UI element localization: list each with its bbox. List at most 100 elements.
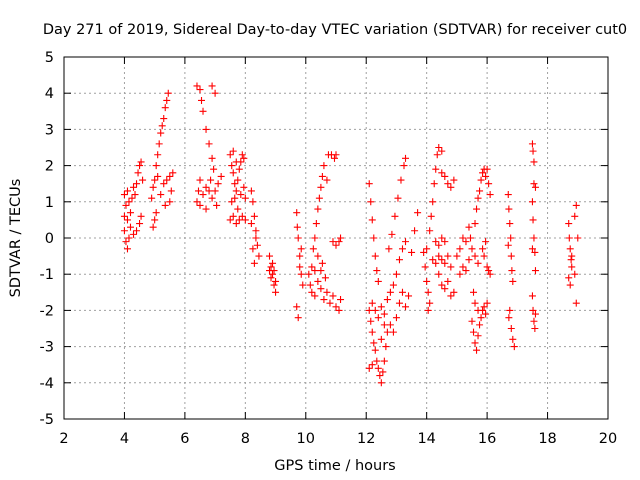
data-point	[397, 176, 405, 184]
data-point	[507, 252, 515, 260]
data-point	[438, 169, 446, 177]
data-point	[574, 234, 582, 242]
data-point	[152, 162, 160, 170]
grid	[64, 57, 608, 419]
data-point	[266, 252, 274, 260]
x-tick-label: 6	[180, 431, 189, 447]
data-point	[318, 172, 326, 180]
data-point	[426, 299, 434, 307]
data-point	[166, 198, 174, 206]
data-point	[565, 274, 573, 282]
data-point	[266, 267, 274, 275]
data-point	[485, 267, 493, 275]
data-point	[337, 234, 345, 242]
data-point	[202, 183, 210, 191]
data-point	[394, 194, 402, 202]
data-point	[120, 212, 128, 220]
data-point	[123, 245, 131, 253]
data-point	[232, 187, 240, 195]
data-point	[380, 321, 388, 329]
data-point	[326, 299, 334, 307]
x-tick-label: 14	[417, 431, 435, 447]
data-point	[314, 205, 322, 213]
data-point	[237, 191, 245, 199]
data-point	[571, 212, 579, 220]
data-point	[424, 288, 432, 296]
data-point	[466, 234, 474, 242]
data-point	[193, 82, 201, 90]
data-point	[126, 209, 134, 217]
data-point	[235, 165, 243, 173]
data-point	[130, 183, 138, 191]
data-point	[312, 220, 320, 228]
data-point	[311, 292, 319, 300]
data-point	[453, 252, 461, 260]
y-tick-label: 3	[45, 122, 54, 138]
data-point	[330, 154, 338, 162]
data-point	[423, 277, 431, 285]
data-point	[323, 176, 331, 184]
data-point	[299, 281, 307, 289]
data-point	[163, 96, 171, 104]
data-point	[323, 288, 331, 296]
data-point	[329, 292, 337, 300]
y-tick-label: 4	[45, 86, 54, 102]
data-point	[337, 296, 345, 304]
data-point	[473, 205, 481, 213]
data-point	[238, 151, 246, 159]
data-point	[163, 176, 171, 184]
data-point	[202, 205, 210, 213]
data-point	[296, 263, 304, 271]
data-point	[408, 248, 416, 256]
data-point	[456, 270, 464, 278]
data-point	[202, 125, 210, 133]
data-point	[379, 368, 387, 376]
data-point	[314, 252, 322, 260]
data-point	[433, 151, 441, 159]
data-point	[267, 274, 275, 282]
data-point	[435, 144, 443, 151]
y-tick-label: -4	[40, 376, 54, 392]
data-point	[161, 201, 169, 209]
data-point	[249, 198, 257, 206]
data-point	[229, 147, 237, 155]
data-point	[482, 172, 490, 180]
data-point	[240, 183, 248, 191]
data-point	[139, 176, 147, 184]
data-point	[157, 191, 165, 199]
data-point	[226, 151, 234, 159]
data-point	[335, 306, 343, 314]
data-point	[365, 364, 373, 372]
data-point	[429, 256, 437, 264]
data-point	[371, 306, 379, 314]
data-point	[160, 115, 168, 123]
data-point	[214, 180, 222, 188]
data-point	[272, 288, 280, 296]
data-point	[506, 220, 514, 228]
data-point	[432, 259, 440, 267]
data-point	[565, 234, 573, 242]
data-point	[272, 277, 280, 285]
data-point	[368, 216, 376, 224]
data-point	[235, 216, 243, 224]
data-point	[509, 335, 517, 343]
data-point	[373, 267, 381, 275]
data-point	[315, 194, 323, 202]
data-point	[367, 198, 375, 206]
data-point	[207, 176, 215, 184]
data-point	[208, 194, 216, 202]
data-point	[128, 194, 136, 202]
data-point	[311, 267, 319, 275]
data-point	[373, 357, 381, 365]
data-point	[430, 180, 438, 188]
data-point	[572, 201, 580, 209]
data-point	[402, 303, 410, 311]
data-point	[228, 198, 236, 206]
data-point	[294, 314, 302, 322]
data-point	[471, 220, 479, 228]
data-point	[388, 230, 396, 238]
data-point	[205, 187, 213, 195]
data-point	[241, 194, 249, 202]
data-point	[531, 267, 539, 275]
